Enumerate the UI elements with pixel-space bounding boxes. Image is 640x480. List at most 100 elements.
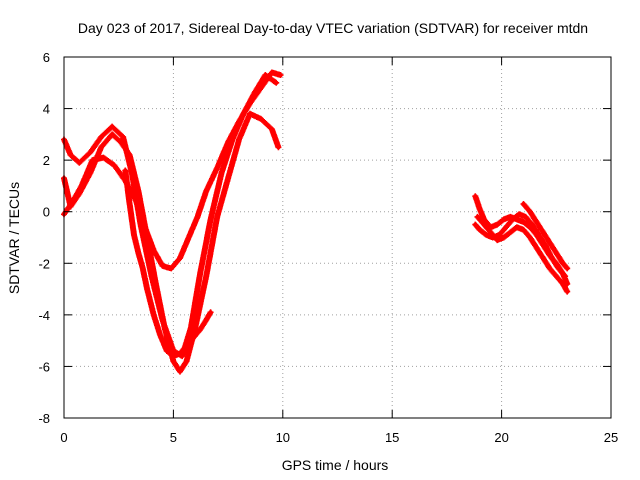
data-point	[98, 134, 104, 140]
data-point	[565, 266, 570, 271]
x-axis-label: GPS time / hours	[282, 457, 389, 473]
data-point	[204, 188, 209, 194]
data-point	[530, 222, 535, 227]
data-point	[177, 351, 183, 356]
data-point	[503, 224, 509, 230]
data-point	[186, 235, 191, 240]
data-point	[164, 348, 170, 354]
y-tick-label: -2	[38, 256, 50, 271]
data-point	[158, 333, 163, 338]
data-point	[521, 219, 526, 225]
y-axis-label: SDTVAR / TECUs	[6, 182, 22, 294]
data-point	[197, 328, 202, 333]
data-point	[184, 343, 189, 348]
data-point	[88, 150, 93, 155]
series-track-8	[520, 201, 571, 272]
data-point	[214, 165, 220, 171]
data-point	[134, 199, 139, 204]
chart-title: Day 023 of 2017, Sidereal Day-to-day VTE…	[78, 20, 588, 36]
data-point	[120, 134, 126, 140]
data-point	[556, 266, 561, 271]
data-point	[162, 325, 167, 330]
data-point	[481, 222, 487, 227]
data-point	[536, 232, 541, 238]
data-point	[136, 188, 141, 194]
data-point	[109, 132, 115, 137]
series-track-7	[474, 213, 571, 295]
data-point	[247, 101, 253, 106]
data-point	[142, 224, 148, 230]
data-point	[177, 255, 183, 261]
data-point	[274, 80, 279, 85]
data-point	[534, 245, 539, 251]
data-point	[109, 124, 115, 129]
data-point	[547, 240, 552, 245]
data-point	[101, 155, 106, 160]
data-point	[184, 359, 189, 364]
data-point	[68, 152, 73, 158]
data-point	[208, 217, 213, 222]
data-point	[169, 266, 174, 271]
data-point	[495, 237, 500, 243]
x-tick-label: 10	[276, 430, 290, 445]
data-point	[501, 235, 506, 240]
axes: 0 5 10 15 20 25 -8 -6 -4 -2 0 2 4 6	[38, 50, 618, 445]
data-point	[258, 85, 264, 91]
data-point	[258, 116, 264, 122]
data-point	[204, 317, 209, 323]
data-point	[197, 273, 202, 279]
x-tick-label: 25	[604, 430, 618, 445]
data-point	[219, 170, 224, 176]
data-point	[127, 152, 132, 158]
plot-frame	[63, 56, 612, 419]
data-point	[236, 119, 242, 124]
series-track-4	[122, 167, 214, 360]
data-point	[79, 183, 84, 189]
data-point	[236, 137, 242, 142]
data-point	[560, 261, 566, 266]
data-point	[276, 145, 281, 150]
data-point	[151, 248, 156, 253]
data-point	[171, 359, 176, 364]
data-point	[195, 214, 200, 220]
x-tick-label: 5	[170, 430, 177, 445]
data-point	[527, 235, 533, 240]
data-point	[269, 70, 275, 75]
data-point	[98, 145, 104, 150]
data-point	[510, 217, 515, 222]
data-point	[269, 127, 275, 132]
data-point	[144, 286, 150, 292]
data-point	[193, 325, 198, 330]
data-point	[160, 263, 165, 269]
data-point	[151, 312, 156, 318]
y-tick-label: -6	[38, 359, 50, 374]
data-point	[70, 199, 75, 204]
data-point	[554, 250, 559, 256]
data-point	[484, 232, 489, 238]
data-point	[123, 168, 128, 173]
data-point	[501, 217, 506, 222]
data-point	[521, 201, 526, 207]
data-point	[527, 209, 533, 214]
data-point	[225, 175, 231, 181]
y-tick-label: 0	[43, 205, 50, 220]
data-point	[516, 212, 522, 217]
data-point	[495, 222, 500, 227]
data-point	[508, 230, 513, 235]
y-tick-label: 6	[43, 50, 50, 65]
data-point	[477, 227, 482, 232]
data-points	[61, 69, 571, 375]
y-tick-label: -8	[38, 411, 50, 426]
y-tick-label: 4	[43, 102, 50, 117]
data-point	[131, 232, 137, 238]
data-point	[136, 250, 141, 256]
data-point	[547, 266, 552, 271]
data-point	[177, 369, 183, 374]
data-point	[171, 353, 176, 359]
series-track-6	[472, 211, 569, 280]
data-point	[523, 214, 528, 220]
data-point	[208, 310, 213, 315]
data-point	[554, 273, 559, 279]
data-point	[140, 266, 145, 271]
x-tick-label: 0	[60, 430, 67, 445]
